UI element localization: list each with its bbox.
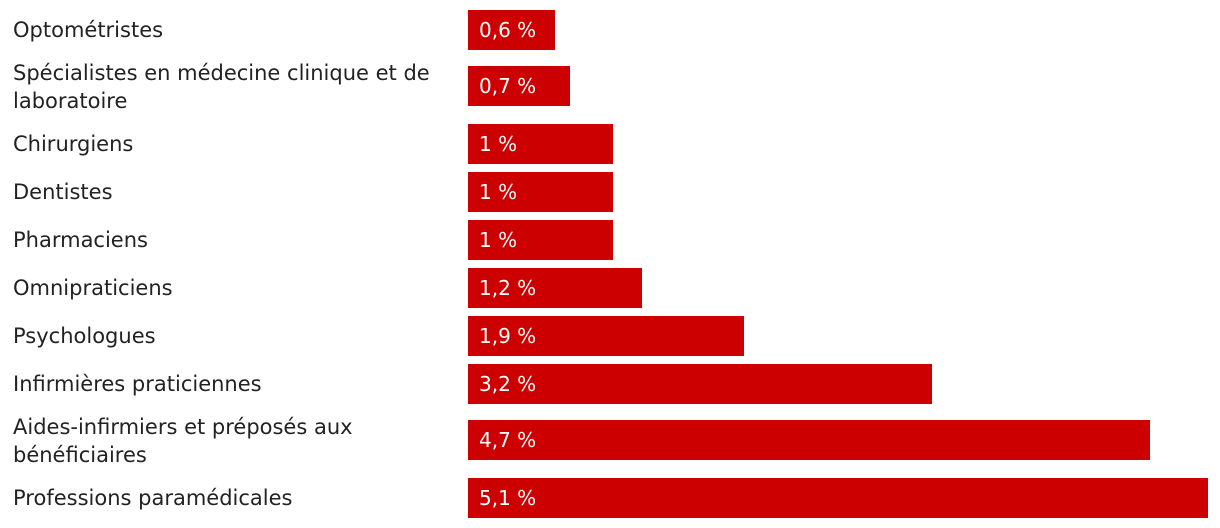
category-label: Aides-infirmiers et préposés aux bénéfic…	[13, 415, 353, 467]
bar-value-label: 1,2 %	[479, 276, 537, 300]
bar	[468, 420, 1150, 460]
category-label: Infirmières praticiennes	[13, 372, 262, 396]
category-label: Psychologues	[13, 324, 156, 348]
bar	[468, 124, 613, 164]
bar	[468, 10, 555, 50]
bar-value-label: 1,9 %	[479, 324, 537, 348]
bar-value-label: 1 %	[479, 180, 518, 204]
category-label: Professions paramédicales	[13, 486, 293, 510]
category-label: Pharmaciens	[13, 228, 148, 252]
bar-value-label: 0,6 %	[479, 18, 537, 42]
category-label: Chirurgiens	[13, 132, 134, 156]
bar	[468, 220, 613, 260]
category-label: Optométristes	[13, 18, 164, 42]
bar	[468, 478, 1208, 518]
bar-value-label: 3,2 %	[479, 372, 537, 396]
bar	[468, 268, 642, 308]
bar	[468, 316, 744, 356]
bar-value-label: 4,7 %	[479, 428, 537, 452]
category-label: Omnipraticiens	[13, 276, 173, 300]
bar	[468, 66, 570, 106]
bar-value-label: 1 %	[479, 132, 518, 156]
category-label: Spécialistes en médecine clinique et de …	[13, 61, 430, 113]
bar-value-label: 0,7 %	[479, 74, 537, 98]
bar	[468, 364, 932, 404]
bar-value-label: 5,1 %	[479, 486, 537, 510]
bar-value-label: 1 %	[479, 228, 518, 252]
bar	[468, 172, 613, 212]
category-label: Dentistes	[13, 180, 113, 204]
